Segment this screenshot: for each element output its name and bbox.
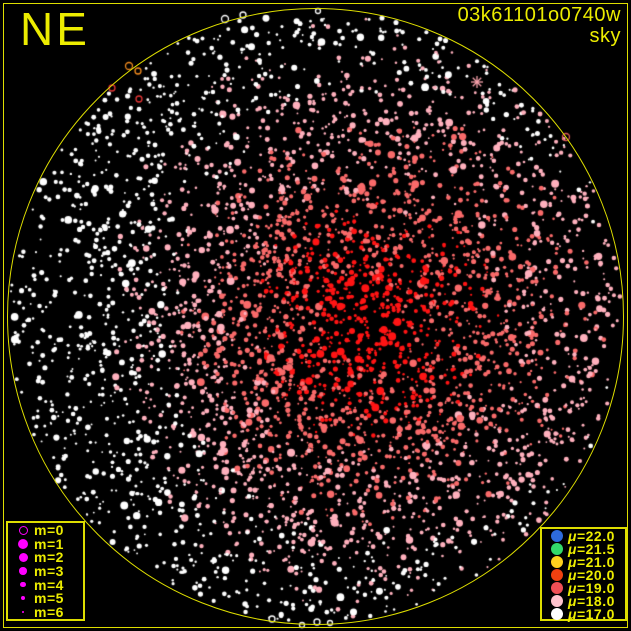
exposure-id: 03k61101o0740w	[457, 4, 621, 26]
mu-swatch-icon	[546, 529, 568, 542]
magnitude-legend-row-label: m=6	[34, 603, 64, 620]
mu-legend-row-label: μ=20.0	[568, 566, 615, 583]
mu-swatch-icon	[546, 568, 568, 581]
magnitude-marker-icon	[12, 581, 34, 588]
magnitude-legend-row-label: m=1	[34, 535, 64, 552]
magnitude-legend-row-label: m=3	[34, 563, 64, 579]
magnitude-marker-icon	[12, 552, 34, 562]
magnitude-legend-row: m=3	[12, 563, 83, 579]
mu-legend: μ=22.0 μ=21.5 μ=21.0 μ=20.0 μ=19.0 μ=18.0 μ=17…	[540, 527, 627, 622]
magnitude-legend-row: m=4	[12, 576, 83, 593]
mu-legend-row: μ=21.5	[546, 540, 625, 557]
magnitude-legend-row: m=0	[12, 522, 83, 539]
magnitude-legend-row: m=6	[12, 603, 83, 620]
mu-swatch-icon	[546, 555, 568, 568]
magnitude-marker-icon	[12, 567, 34, 575]
magnitude-marker-icon	[12, 596, 34, 601]
mu-swatch-icon	[546, 542, 568, 555]
mu-swatch-icon	[546, 607, 568, 620]
mu-legend-row: μ=22.0	[546, 527, 625, 544]
magnitude-marker-icon	[12, 525, 34, 535]
magnitude-legend-row: m=2	[12, 549, 83, 566]
mu-legend-row-label: μ=22.0	[568, 527, 615, 544]
mu-legend-row: μ=20.0	[546, 566, 625, 583]
mu-legend-row-label: μ=19.0	[568, 579, 615, 596]
magnitude-legend-row: m=5	[12, 590, 83, 607]
mu-legend-row-label: μ=21.5	[568, 540, 615, 557]
mu-legend-row: μ=17.0	[546, 605, 625, 622]
mu-swatch-icon	[546, 581, 568, 594]
mu-legend-row-label: μ=17.0	[568, 605, 615, 622]
mu-legend-row: μ=21.0	[546, 553, 625, 570]
magnitude-legend-row-label: m=0	[34, 522, 64, 539]
magnitude-marker-icon	[12, 610, 34, 614]
magnitude-legend: m=0 m=1 m=2 m=3 m=4 m=5 m=6	[6, 521, 85, 621]
mu-legend-row-label: μ=21.0	[568, 553, 615, 570]
title-block: 03k61101o0740w sky	[458, 5, 621, 47]
magnitude-legend-row-label: m=4	[34, 576, 64, 593]
sky-label: sky	[589, 25, 621, 47]
magnitude-legend-row-label: m=5	[34, 590, 64, 607]
magnitude-legend-row-label: m=2	[34, 549, 64, 566]
mu-swatch-icon	[546, 594, 568, 607]
mu-legend-row: μ=19.0	[546, 579, 625, 596]
orientation-label: NE	[20, 3, 90, 55]
mu-legend-row-label: μ=18.0	[568, 592, 615, 609]
magnitude-marker-icon	[12, 538, 34, 549]
magnitude-legend-row: m=1	[12, 535, 83, 552]
mu-legend-row: μ=18.0	[546, 592, 625, 609]
